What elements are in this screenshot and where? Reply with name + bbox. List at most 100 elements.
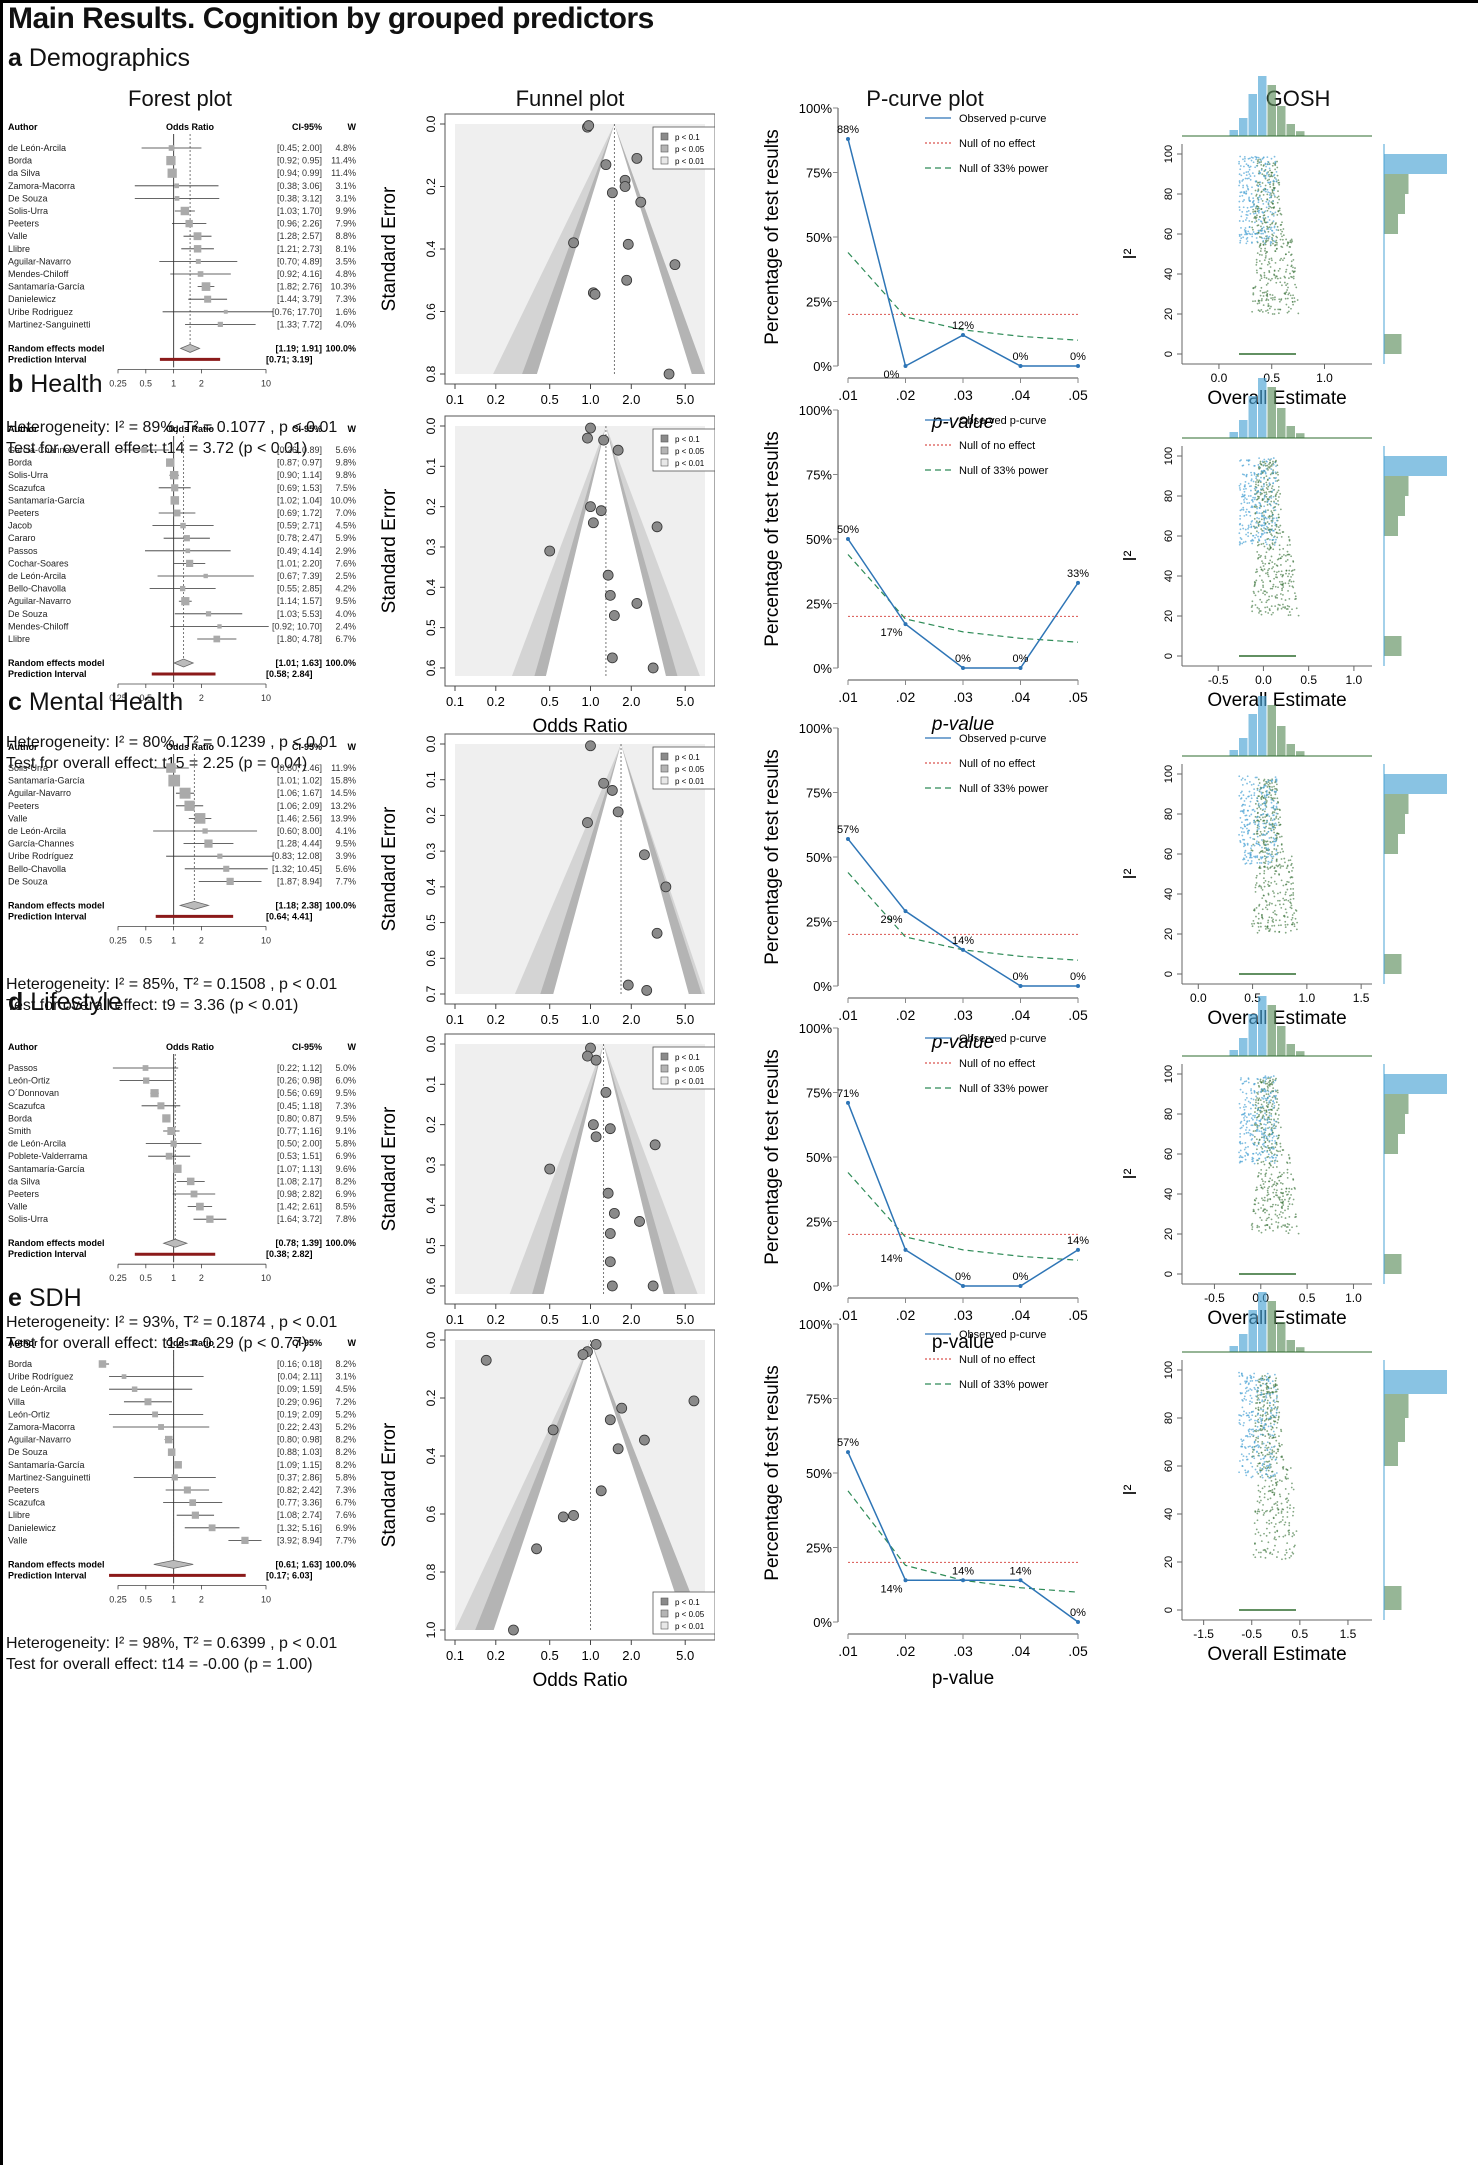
gosh-point-blue [1260, 198, 1263, 200]
gosh-point-blue [1267, 1387, 1270, 1390]
gosh-point-green [1267, 921, 1269, 924]
gosh-point-blue [1245, 1126, 1248, 1129]
forest-study-box [168, 774, 181, 787]
gosh-point-blue [1247, 170, 1250, 173]
forest-study-ci: [0.38; 3.12] [277, 193, 322, 203]
gosh-point-blue [1248, 815, 1251, 817]
gosh-point-blue [1261, 211, 1264, 213]
gosh-point-green [1279, 281, 1282, 284]
gosh-point-green [1267, 1116, 1269, 1119]
gosh-point-green [1273, 924, 1276, 927]
gosh-point-green [1278, 1171, 1281, 1174]
gosh-point-green [1284, 599, 1287, 601]
gosh-point-green [1277, 489, 1280, 492]
gosh-point-blue [1246, 502, 1249, 505]
gosh-point-green [1265, 493, 1268, 496]
gosh-point-blue [1253, 203, 1256, 206]
gosh-point-green [1276, 1507, 1279, 1510]
gosh-y-tick-label: 20 [1163, 308, 1175, 320]
forest-study-author: Llibre [8, 634, 30, 644]
gosh-point-blue [1254, 1388, 1257, 1391]
gosh-point-green [1255, 1099, 1257, 1101]
gosh-point-blue [1249, 1394, 1252, 1397]
pcurve-y-tick-label: 50% [806, 850, 832, 865]
funnel-y-label: Standard Error [379, 1106, 400, 1231]
gosh-point-blue [1258, 1398, 1260, 1401]
gosh-point-green [1269, 1083, 1271, 1085]
gosh-point-blue [1266, 1119, 1269, 1122]
gosh-point-green [1281, 235, 1283, 238]
forest-pi-ci: [0.64; 4.41] [266, 911, 313, 921]
gosh-point-blue [1271, 1392, 1274, 1395]
gosh-point-green [1287, 536, 1290, 538]
gosh-point-green [1270, 613, 1273, 616]
gosh-point-blue [1247, 164, 1250, 167]
gosh-point-blue [1238, 532, 1241, 535]
gosh-x-tick-label: -0.5 [1204, 1291, 1225, 1305]
gosh-point-blue [1241, 1160, 1244, 1163]
forest-header-author: Author [8, 1338, 38, 1348]
gosh-point-green [1266, 1399, 1269, 1402]
gosh-point-green [1282, 1195, 1284, 1198]
gosh-point-green [1265, 1534, 1268, 1537]
gosh-point-green [1254, 571, 1257, 574]
funnel-x-tick-label: 0.1 [446, 1012, 464, 1027]
gosh-point-blue [1246, 843, 1249, 846]
forest-study-box [183, 535, 190, 542]
forest-study-box [197, 271, 204, 277]
pcurve-x-tick-label: .01 [838, 689, 858, 705]
forest-study-box [174, 196, 180, 201]
gosh-point-blue [1264, 516, 1267, 519]
gosh-point-blue [1245, 514, 1248, 516]
gosh-point-blue [1275, 812, 1278, 815]
gosh-point-blue [1243, 192, 1245, 194]
gosh-point-green [1259, 922, 1262, 925]
forest-study-box [191, 1511, 199, 1519]
gosh-point-blue [1252, 161, 1255, 164]
gosh-point-green [1262, 839, 1265, 841]
gosh-point-green [1266, 1224, 1269, 1226]
gosh-point-blue [1245, 1455, 1248, 1458]
gosh-point-green [1254, 594, 1257, 597]
gosh-point-green [1275, 281, 1278, 284]
gosh-point-blue [1260, 862, 1263, 864]
gosh-point-green [1265, 801, 1268, 804]
gosh-point-green [1265, 601, 1268, 604]
gosh-point-green [1276, 277, 1279, 280]
gosh-point-green [1277, 924, 1280, 927]
gosh-point-green [1292, 921, 1294, 924]
pcurve-point-label: 0% [884, 369, 900, 381]
forest-study-author: Solis-Urra [8, 1214, 48, 1224]
gosh-point-blue [1243, 842, 1245, 845]
gosh-point-blue [1267, 860, 1270, 863]
gosh-point-green [1259, 462, 1262, 465]
gosh-point-blue [1260, 1379, 1263, 1382]
gosh-point-green [1261, 254, 1263, 256]
gosh-point-blue [1263, 1128, 1265, 1131]
gosh-point-green [1264, 184, 1267, 187]
gosh-point-blue [1250, 783, 1253, 786]
gosh-point-green [1288, 1190, 1290, 1193]
gosh-point-green [1259, 1491, 1262, 1493]
gosh-point-blue [1247, 482, 1250, 485]
forest-study-author: Jacob [8, 521, 32, 531]
gosh-point-blue [1250, 520, 1253, 523]
gosh-point-green [1287, 899, 1290, 902]
gosh-point-blue [1275, 476, 1277, 479]
gosh-point-blue [1240, 215, 1243, 218]
gosh-point-blue [1263, 464, 1265, 466]
gosh-point-green [1263, 1395, 1266, 1398]
gosh-point-blue [1271, 789, 1274, 792]
funnel-point [595, 1485, 607, 1497]
gosh-point-green [1257, 1174, 1260, 1177]
gosh-point-blue [1241, 542, 1244, 545]
funnel-point [587, 517, 599, 529]
gosh-point-green [1290, 1188, 1293, 1190]
gosh-point-blue [1247, 1100, 1250, 1103]
forest-study-ci: [1.21; 2.73] [277, 244, 322, 254]
gosh-point-blue [1256, 1414, 1259, 1416]
gosh-point-green [1272, 548, 1275, 551]
gosh-point-blue [1269, 228, 1272, 231]
gosh-point-green [1294, 917, 1297, 920]
forest-study-ci: [1.06; 2.09] [277, 801, 322, 811]
